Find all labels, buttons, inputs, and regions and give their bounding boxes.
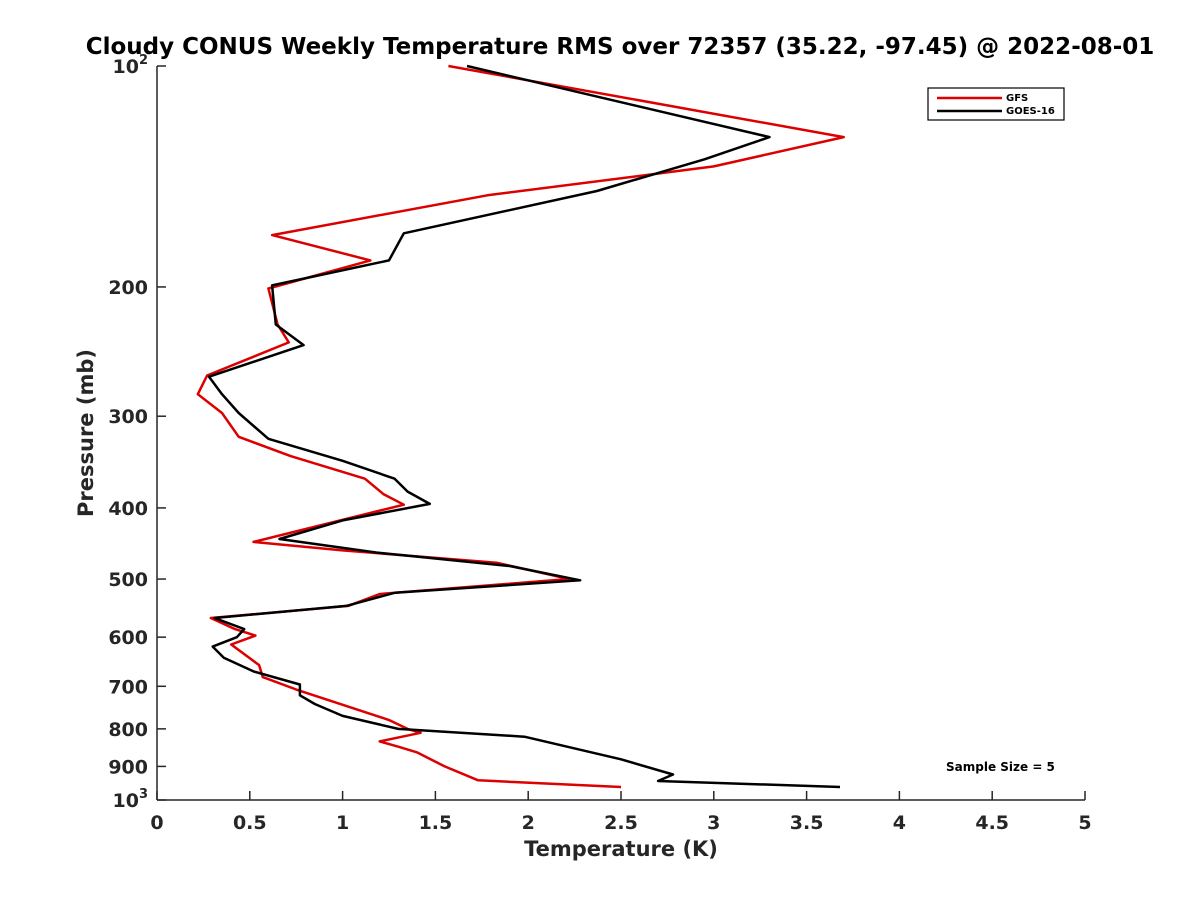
y-tick-label: 700 xyxy=(108,676,148,698)
x-tick-label: 2 xyxy=(522,812,535,834)
series-layer xyxy=(196,64,845,789)
legend-label-goes16: GOES-16 xyxy=(1006,106,1055,117)
series-line-gfs xyxy=(196,64,845,789)
x-axis-ticks: 0 0.5 1 1.5 2 2.5 3 3.5 4 4.5 5 xyxy=(150,791,1092,834)
legend: GFS GOES-16 xyxy=(927,87,1065,121)
y-axis-label: Pressure (mb) xyxy=(74,349,98,517)
x-tick-label: 1.5 xyxy=(419,812,453,834)
series-line-goes16 xyxy=(207,64,841,789)
x-tick-label: 0.5 xyxy=(233,812,267,834)
x-tick-label: 5 xyxy=(1078,812,1091,834)
y-tick-label: 300 xyxy=(108,406,148,428)
x-tick-label: 0 xyxy=(150,812,163,834)
x-axis-label: Temperature (K) xyxy=(524,837,718,861)
y-tick-label: 600 xyxy=(108,627,148,649)
x-tick-label: 1 xyxy=(336,812,349,834)
y-tick-label: 900 xyxy=(108,756,148,778)
y-axis-ticks: 102 200 300 400 500 600 700 800 900 103 xyxy=(108,53,166,812)
y-tick-label: 102 xyxy=(113,53,149,78)
chart-title: Cloudy CONUS Weekly Temperature RMS over… xyxy=(86,34,1155,60)
y-tick-label: 103 xyxy=(113,787,149,812)
x-tick-label: 4.5 xyxy=(975,812,1009,834)
y-tick-label: 400 xyxy=(108,498,148,520)
y-tick-label: 500 xyxy=(108,569,148,591)
sample-size-annotation: Sample Size = 5 xyxy=(946,760,1055,774)
legend-box xyxy=(927,87,1065,121)
y-tick-label: 200 xyxy=(108,277,148,299)
x-tick-label: 2.5 xyxy=(604,812,638,834)
x-tick-label: 4 xyxy=(893,812,906,834)
x-tick-label: 3 xyxy=(707,812,720,834)
legend-label-gfs: GFS xyxy=(1006,93,1028,104)
x-tick-label: 3.5 xyxy=(790,812,824,834)
y-tick-label: 800 xyxy=(108,719,148,741)
